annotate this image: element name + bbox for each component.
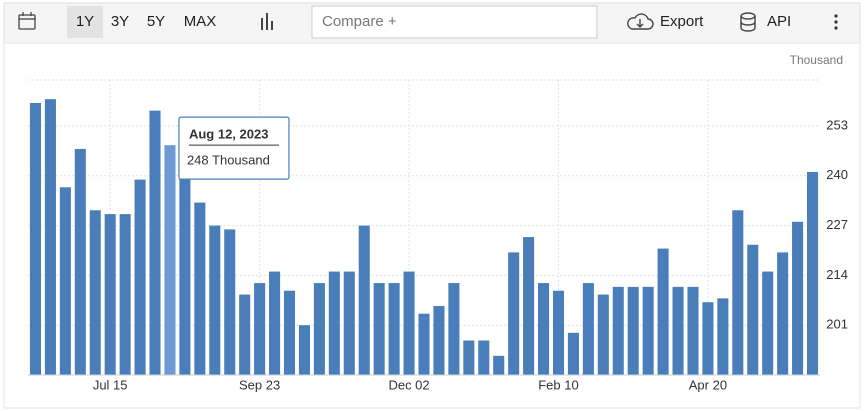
- bar: [29, 102, 42, 376]
- tooltip-value: 248 Thousand: [187, 153, 270, 168]
- bar: [657, 248, 669, 375]
- bar: [104, 214, 116, 375]
- bar: [792, 221, 804, 375]
- bar: [388, 283, 400, 375]
- tooltip-title: Aug 12, 2023: [189, 127, 269, 142]
- bar: [508, 252, 520, 375]
- bar: [358, 225, 370, 375]
- bar: [762, 271, 774, 375]
- bar: [134, 179, 146, 375]
- bar: [627, 286, 639, 375]
- bar: [463, 340, 475, 375]
- bar: [283, 290, 296, 375]
- bar: [179, 171, 191, 375]
- bar: [254, 283, 266, 375]
- unit-label: Thousand: [790, 53, 843, 67]
- bar: [119, 214, 131, 375]
- bar: [552, 290, 565, 375]
- y-tick-label: 240: [826, 167, 848, 182]
- y-tick-label: 253: [826, 117, 848, 132]
- tooltip-box: [178, 116, 290, 180]
- bar: [313, 283, 325, 375]
- bar: [328, 271, 340, 375]
- tooltip: Aug 12, 2023 248 Thousand: [178, 116, 290, 180]
- bar: [403, 271, 415, 375]
- bar: [642, 286, 654, 375]
- export-button[interactable]: Export: [660, 13, 704, 30]
- range-button[interactable]: 1Y: [76, 13, 94, 30]
- bar: [478, 340, 490, 375]
- bar: [717, 298, 729, 375]
- bar: [44, 99, 56, 375]
- range-button[interactable]: MAX: [184, 13, 217, 30]
- x-tick-label: Sep 23: [239, 377, 280, 392]
- menu-icon[interactable]: [834, 14, 838, 30]
- api-button[interactable]: API: [767, 13, 791, 30]
- range-button[interactable]: 5Y: [147, 13, 165, 30]
- bar: [582, 283, 594, 375]
- bar: [597, 294, 609, 375]
- bar: [298, 325, 310, 375]
- bar: [567, 332, 579, 375]
- export-icon[interactable]: [627, 13, 654, 30]
- bar: [343, 271, 355, 375]
- compare-placeholder: Compare +: [322, 13, 397, 30]
- bar: [433, 306, 445, 375]
- bar: [806, 171, 819, 375]
- bar: [89, 210, 101, 375]
- x-tick-label: Feb 10: [538, 377, 578, 392]
- bar: [149, 110, 161, 375]
- x-tick-label: Dec 02: [388, 377, 429, 392]
- bar: [732, 210, 744, 375]
- bar: [612, 286, 624, 375]
- x-tick-label: Apr 20: [689, 377, 727, 392]
- bar: [523, 237, 535, 375]
- chart-frame: [3, 42, 861, 409]
- bar: [538, 283, 550, 375]
- bar: [239, 294, 251, 375]
- bar: [164, 145, 176, 375]
- bar: [747, 244, 759, 375]
- bar: [373, 283, 385, 375]
- compare-input[interactable]: [311, 5, 598, 39]
- bar: [418, 313, 430, 375]
- bar: [493, 355, 505, 375]
- chart-type-icon[interactable]: [261, 13, 273, 30]
- bar: [74, 148, 86, 375]
- bar: [702, 302, 714, 375]
- bar: [194, 202, 206, 375]
- bar: [687, 286, 699, 375]
- bar: [59, 187, 71, 375]
- range-button[interactable]: 3Y: [111, 13, 129, 30]
- y-tick-label: 227: [826, 217, 848, 232]
- bar: [777, 252, 789, 375]
- range-selected: [67, 6, 103, 38]
- y-tick-label: 201: [826, 317, 848, 332]
- bar: [224, 229, 236, 375]
- bar: [209, 225, 221, 375]
- calendar-icon[interactable]: [18, 12, 36, 30]
- y-tick-label: 214: [826, 267, 848, 282]
- bar: [448, 283, 460, 375]
- bar: [672, 286, 684, 375]
- x-tick-label: Jul 15: [93, 377, 128, 392]
- bar: [269, 271, 281, 375]
- api-icon[interactable]: [740, 12, 756, 32]
